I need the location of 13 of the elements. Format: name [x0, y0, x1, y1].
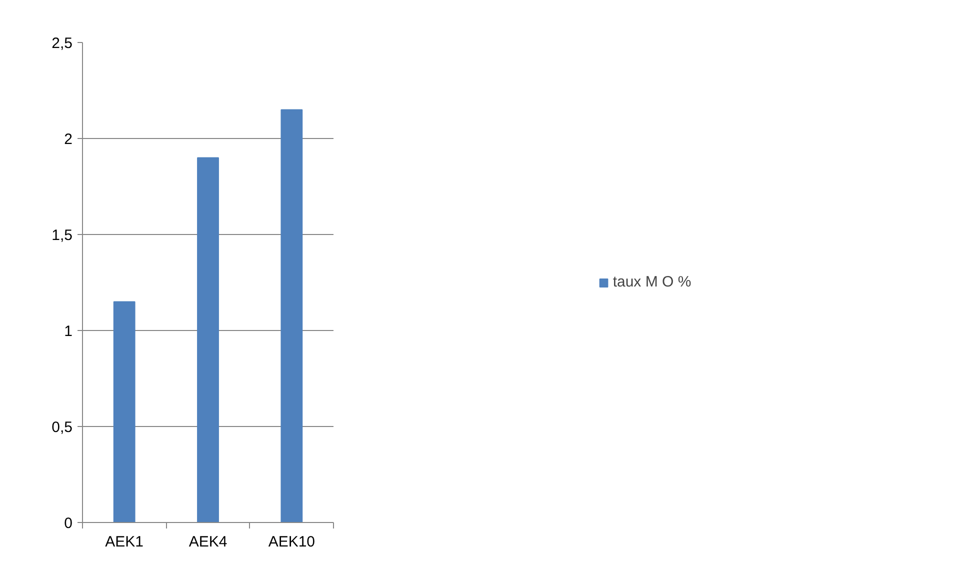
y-tick-label: 0,5 [52, 419, 73, 436]
y-tick-label: 2 [64, 131, 72, 148]
y-tick-label: 1,5 [52, 227, 73, 244]
x-tick-label: AEK1 [105, 534, 144, 550]
y-tick-label: 1 [64, 323, 72, 340]
y-tick-label: 0 [64, 515, 72, 532]
x-tick-label: AEK10 [268, 534, 316, 550]
bar [197, 157, 219, 522]
y-tick-label: 2,5 [52, 35, 73, 52]
bar [113, 301, 136, 522]
bar [280, 109, 303, 522]
x-tick-label: AEK4 [188, 534, 228, 550]
legend-label: taux M O % [612, 274, 692, 290]
